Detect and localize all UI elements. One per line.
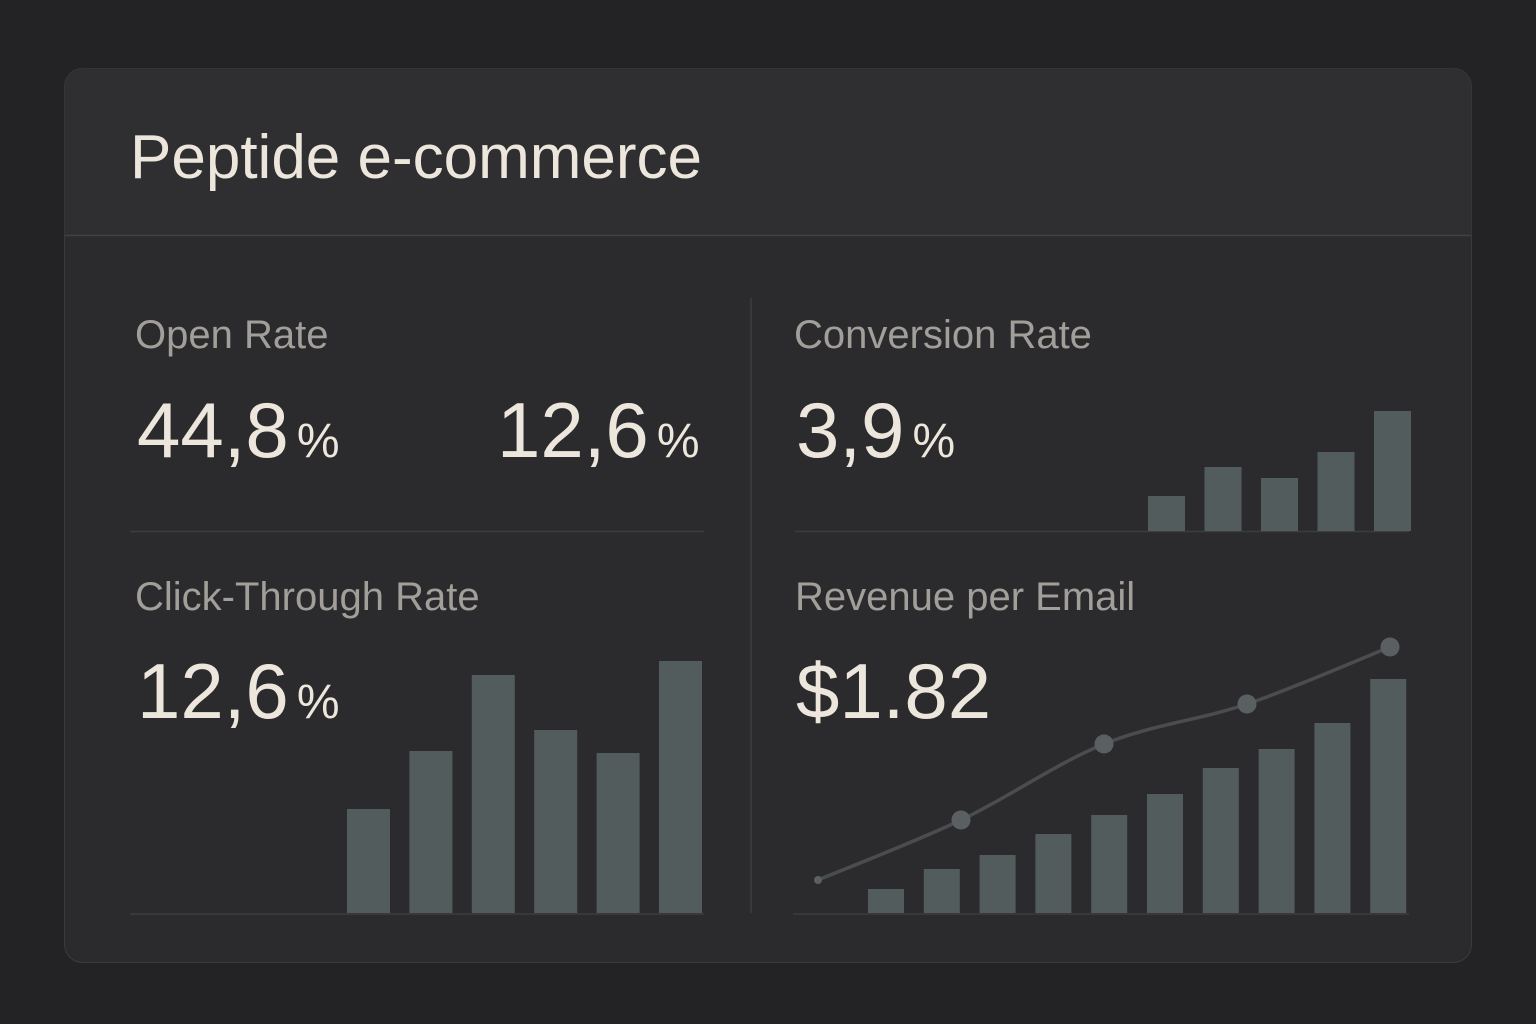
bar (596, 753, 640, 913)
metric-value: 3,9% (796, 386, 955, 474)
card-title: Peptide e-commerce (130, 123, 702, 192)
trend-point (814, 876, 822, 884)
value: 3,9 (796, 386, 904, 474)
bar (1261, 478, 1298, 531)
metric-value: 12,6% (137, 647, 340, 735)
bar (979, 855, 1016, 913)
trend-point (951, 810, 971, 830)
bar (471, 675, 515, 913)
unit: % (657, 415, 700, 468)
bar (1314, 723, 1351, 913)
value: 44,8 (137, 386, 289, 474)
metric-value: 44,8% (137, 386, 340, 474)
bar (1091, 815, 1128, 913)
bar (659, 661, 702, 913)
unit: % (297, 415, 340, 468)
card-header (64, 68, 1472, 235)
trend-point (1237, 694, 1257, 714)
metric-label: Revenue per Email (795, 575, 1135, 619)
bar (1370, 679, 1407, 913)
metric-value: $1.82 (796, 647, 991, 735)
unit: % (912, 415, 955, 468)
bar (347, 809, 390, 913)
bar (923, 869, 960, 913)
value: $1.82 (796, 647, 991, 735)
value: 12,6 (497, 386, 649, 474)
bar (1147, 794, 1183, 913)
unit: % (297, 676, 340, 729)
metric-label: Open Rate (135, 313, 328, 357)
bar (1202, 768, 1239, 913)
trend-point (1380, 637, 1400, 657)
bar (1204, 467, 1242, 531)
bar (1035, 834, 1072, 913)
bar (1317, 452, 1355, 531)
bar (409, 751, 453, 913)
bar (1374, 411, 1411, 531)
metric-label: Conversion Rate (794, 313, 1092, 357)
bar (534, 730, 578, 913)
bar (868, 889, 904, 913)
bar (1258, 749, 1295, 913)
metric-value: 12,6% (497, 386, 700, 474)
trend-point (1094, 734, 1114, 754)
bar (1148, 496, 1185, 531)
metric-label: Click-Through Rate (135, 575, 480, 619)
value: 12,6 (137, 647, 289, 735)
